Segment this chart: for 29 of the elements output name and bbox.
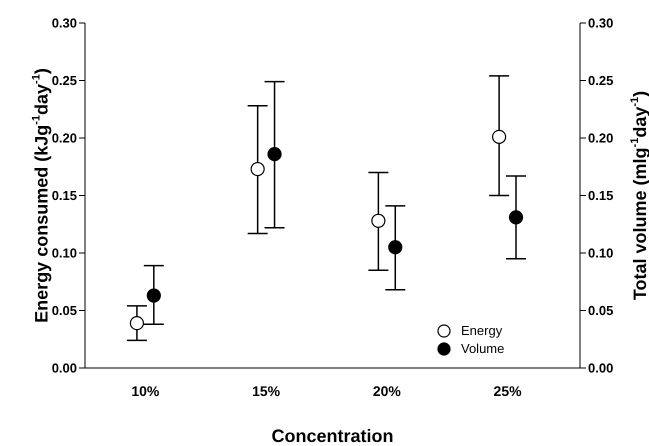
y-tick-label: 0.05	[52, 303, 77, 318]
y-tick-label: 0.20	[52, 130, 77, 146]
x-tick-label: 25%	[494, 382, 522, 399]
y-tick-label: 0.10	[52, 246, 77, 261]
point	[508, 210, 524, 224]
y2-tick-label: 0.20	[588, 130, 614, 146]
x-tick-label: 15%	[252, 382, 281, 399]
y-tick-label: 0.25	[52, 73, 77, 88]
legend-label: Volume	[461, 341, 504, 356]
legend-label: Energy	[461, 323, 502, 338]
y2-tick-label: 0.25	[588, 73, 614, 88]
point	[267, 147, 282, 162]
point	[250, 162, 265, 176]
y-tick-label: 0.15	[52, 188, 77, 204]
point	[492, 130, 506, 144]
y2-tick-label: 0.10	[588, 246, 614, 261]
point	[371, 214, 386, 228]
y2-tick-label: 0.15	[588, 188, 614, 204]
point	[388, 240, 402, 254]
y-tick-label: 0.30	[52, 16, 77, 31]
y2-tick-label: 0.05	[588, 303, 614, 318]
point	[130, 316, 144, 330]
x-axis-title: Concentration	[271, 426, 394, 446]
y-tick-label: 0.00	[52, 360, 77, 376]
y2-tick-label: 0.30	[588, 16, 614, 31]
y2-tick-label: 0.00	[588, 360, 614, 376]
point	[146, 288, 161, 303]
x-tick-label: 10%	[131, 382, 160, 399]
x-tick-label: 20%	[372, 382, 402, 399]
